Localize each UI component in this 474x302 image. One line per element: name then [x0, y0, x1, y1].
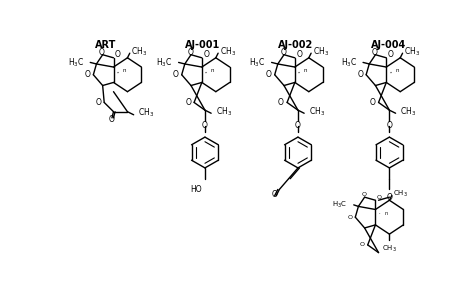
Text: $\mathregular{CH_3}$: $\mathregular{CH_3}$ [309, 105, 325, 118]
Text: n: n [385, 211, 388, 216]
Text: O: O [99, 48, 105, 57]
Text: O: O [266, 70, 272, 79]
Text: ,,: ,, [390, 68, 392, 73]
Text: $\mathregular{CH_3}$: $\mathregular{CH_3}$ [400, 105, 417, 118]
Text: O: O [173, 70, 179, 79]
Text: AJ-001: AJ-001 [185, 40, 220, 50]
Text: AJ-004: AJ-004 [371, 40, 406, 50]
Text: n: n [123, 68, 126, 73]
Text: n: n [211, 68, 214, 73]
Text: $\mathregular{H_3C}$: $\mathregular{H_3C}$ [249, 56, 265, 69]
Text: O: O [386, 121, 392, 130]
Text: O: O [280, 48, 286, 57]
Text: O: O [295, 121, 301, 130]
Text: $\mathregular{H_3C}$: $\mathregular{H_3C}$ [156, 56, 173, 69]
Text: O: O [109, 115, 115, 124]
Text: ,,: ,, [379, 211, 382, 215]
Text: $\mathregular{CH_3}$: $\mathregular{CH_3}$ [138, 107, 155, 120]
Text: O: O [377, 195, 382, 200]
Text: O: O [202, 121, 208, 130]
Text: O: O [296, 50, 302, 59]
Text: n: n [395, 68, 399, 73]
Text: O: O [347, 215, 352, 220]
Text: n: n [304, 68, 308, 73]
Text: ,,: ,, [298, 68, 301, 73]
Text: $\mathregular{H_3C}$: $\mathregular{H_3C}$ [332, 200, 347, 210]
Text: ,,: ,, [205, 68, 208, 73]
Text: $\mathregular{H_3C}$: $\mathregular{H_3C}$ [340, 56, 357, 69]
Text: AJ-002: AJ-002 [278, 40, 313, 50]
Text: O: O [95, 98, 101, 107]
Text: O: O [388, 50, 394, 59]
Text: O: O [357, 70, 363, 79]
Text: O: O [372, 48, 378, 57]
Text: $\mathregular{H_3C}$: $\mathregular{H_3C}$ [68, 56, 84, 69]
Text: O: O [187, 48, 193, 57]
Text: O: O [185, 98, 191, 107]
Text: $\mathregular{CH_3}$: $\mathregular{CH_3}$ [131, 45, 147, 58]
Text: $\mathregular{CH_3}$: $\mathregular{CH_3}$ [219, 45, 236, 58]
Text: $\mathregular{CH_3}$: $\mathregular{CH_3}$ [393, 189, 408, 199]
Text: $\mathregular{CH_3}$: $\mathregular{CH_3}$ [382, 243, 397, 254]
Text: O: O [115, 50, 121, 59]
Text: O: O [203, 50, 210, 59]
Text: $\mathregular{CH_3}$: $\mathregular{CH_3}$ [404, 45, 420, 58]
Text: O: O [84, 70, 90, 79]
Text: O: O [370, 98, 375, 107]
Text: O: O [386, 193, 392, 201]
Text: HO: HO [190, 185, 202, 194]
Text: O: O [278, 98, 284, 107]
Text: O: O [360, 243, 365, 247]
Text: $\mathregular{CH_3}$: $\mathregular{CH_3}$ [313, 45, 329, 58]
Text: ,,: ,, [117, 68, 119, 73]
Text: ART: ART [95, 40, 117, 50]
Text: $\mathregular{CH_3}$: $\mathregular{CH_3}$ [216, 105, 232, 118]
Text: O: O [361, 192, 366, 198]
Text: O: O [272, 190, 278, 199]
